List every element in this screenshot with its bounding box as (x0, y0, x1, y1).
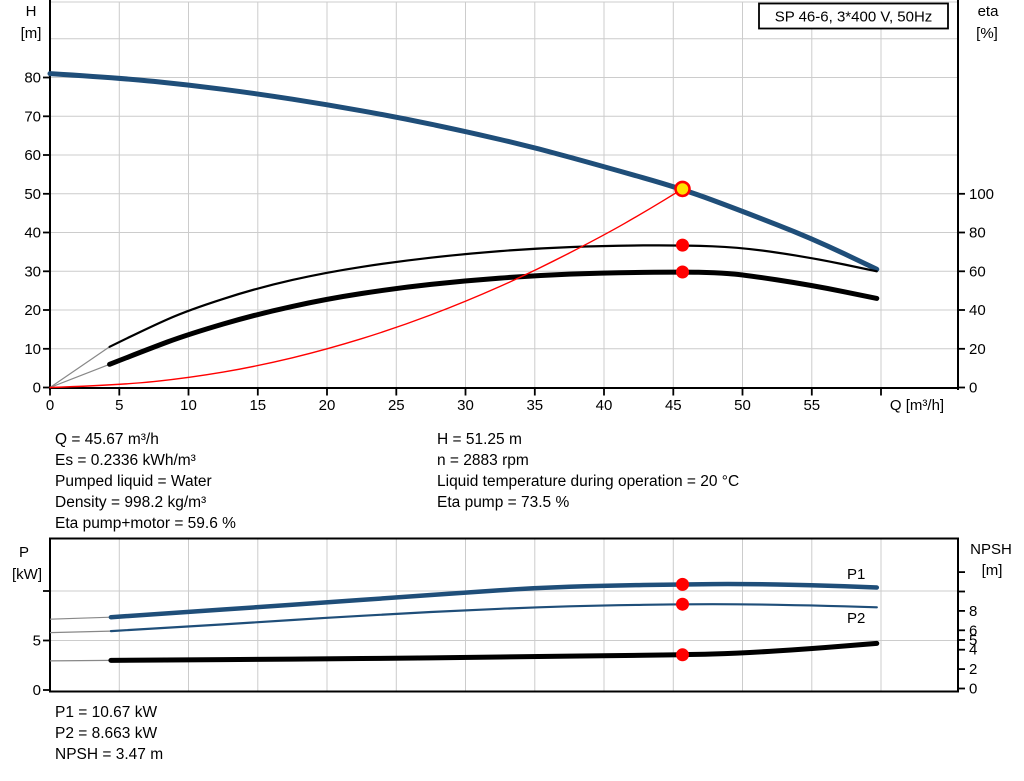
p2-series-label: P2 (847, 610, 865, 627)
p-axis-label: P (19, 544, 29, 561)
info-line-p2: P2 = 8.663 kW (55, 725, 158, 742)
npsh-lead-line (49, 659, 111, 662)
npsh-curve (108, 640, 880, 663)
x-tick-label: 50 (734, 397, 751, 414)
y-left-tick-label: 70 (24, 108, 41, 125)
eta-pump-marker (676, 238, 689, 252)
p1-series-label: P1 (847, 566, 865, 583)
y-left-tick-label: 5 (33, 633, 41, 650)
y-right-tick-label: 40 (969, 302, 986, 319)
info-line-liquid: Pumped liquid = Water (55, 473, 212, 490)
pump-model-label: SP 46-6, 3*400 V, 50Hz (775, 9, 933, 26)
info-line-temp: Liquid temperature during operation = 20… (437, 473, 740, 490)
info-line-n: n = 2883 rpm (437, 452, 529, 469)
chart-render-root: 0 5 10 15 20 25 30 35 40 45 50 55010203040506070800… (24, 0, 994, 699)
eta-axis-label: eta (978, 3, 1000, 20)
x-tick-label: 0 (46, 397, 54, 414)
y-right-tick-label: 8 (969, 603, 977, 620)
y-right-tick-label: 0 (969, 380, 977, 397)
info-line-eta-pump: Eta pump = 73.5 % (437, 494, 570, 511)
y-right-tick-label: 60 (969, 263, 986, 280)
x-tick-label: 45 (665, 397, 682, 414)
x-tick-label: 30 (457, 397, 474, 414)
eta-pump-motor-lead-line (49, 363, 110, 389)
h-axis-label: H (26, 3, 37, 20)
y-left-tick-label: 50 (24, 186, 41, 203)
x-tick-label: 10 (180, 397, 197, 414)
duty-info-left: Q = 45.67 m³/h Es = 0.2336 kWh/m³ Pumped… (55, 429, 236, 534)
y-right-tick-label: 6 (969, 622, 977, 639)
y-right-tick-label: 20 (969, 341, 986, 358)
y-left-tick-label: 80 (24, 70, 41, 87)
y-right-tick-label: 2 (969, 661, 977, 678)
info-line-npsh: NPSH = 3.47 m (55, 746, 164, 763)
duty-point-marker (674, 180, 691, 198)
p2-curve (109, 603, 878, 633)
info-line-es: Es = 0.2336 kWh/m³ (55, 452, 196, 469)
info-line-q: Q = 45.67 m³/h (55, 431, 159, 448)
y-left-tick-label: 10 (24, 341, 41, 358)
eta-pump-motor-marker (676, 265, 689, 279)
p1-curve (108, 581, 880, 620)
x-tick-label: 35 (526, 397, 543, 414)
y-right-tick-label: 100 (969, 186, 994, 203)
x-tick-label: 55 (803, 397, 820, 414)
npsh-marker (676, 648, 689, 662)
y-right-tick-label: 0 (969, 681, 977, 698)
info-line-p1: P1 = 10.67 kW (55, 704, 158, 721)
system-curve-curve (49, 188, 684, 389)
head-curve (47, 71, 880, 272)
duty-info-right: H = 51.25 m n = 2883 rpm Liquid temperat… (437, 429, 739, 513)
p-axis-unit-label: [kW] (12, 566, 42, 583)
y-right-tick-label: 4 (969, 642, 977, 659)
p2-lead-line (49, 630, 111, 634)
info-line-density: Density = 998.2 kg/m³ (55, 494, 207, 511)
y-left-tick-label: 0 (33, 380, 41, 397)
x-tick-label: 5 (115, 397, 123, 414)
power-info: P1 = 10.67 kW P2 = 8.663 kW NPSH = 3.47 … (55, 702, 163, 765)
eta-pump-curve (108, 244, 878, 348)
p1-lead-line (49, 616, 111, 620)
x-tick-label: 40 (596, 397, 613, 414)
y-left-tick-label: 60 (24, 147, 41, 164)
x-tick-label: 25 (388, 397, 405, 414)
info-line-eta-pm: Eta pump+motor = 59.6 % (55, 515, 236, 532)
p1-marker (676, 577, 689, 591)
pump-model-box (758, 2, 949, 30)
h-axis-unit-label: [m] (21, 25, 42, 42)
p2-marker (676, 597, 689, 611)
qh-eta-chart: 0 5 10 15 20 25 30 35 40 45 50 55 0 10 20 30 40 50 60 70 80 0… (24, 0, 994, 414)
q-axis-label: Q [m³/h] (890, 397, 944, 414)
x-tick-label: 15 (249, 397, 266, 414)
y-left-tick-label: 0 (33, 682, 41, 699)
y-right-tick-label: 5 (969, 632, 977, 649)
plot-frame (49, 537, 959, 693)
info-line-h: H = 51.25 m (437, 431, 522, 448)
npsh-axis-unit-label: [m] (982, 562, 1003, 579)
x-tick-label: 20 (319, 397, 336, 414)
y-left-tick-label: 30 (24, 263, 41, 280)
y-left-tick-label: 20 (24, 302, 41, 319)
y-left-tick-label: 40 (24, 225, 41, 242)
eta-pump-lead-line (49, 346, 110, 388)
chart-static-labels: SP 46-6, 3*400 V, 50Hz H [m] eta [%] Q [… (12, 2, 1012, 627)
eta-axis-unit-label: [%] (976, 25, 998, 42)
eta-pump-motor-curve (107, 269, 880, 367)
y-right-tick-label: 80 (969, 225, 986, 242)
npsh-axis-label: NPSH (970, 541, 1012, 558)
